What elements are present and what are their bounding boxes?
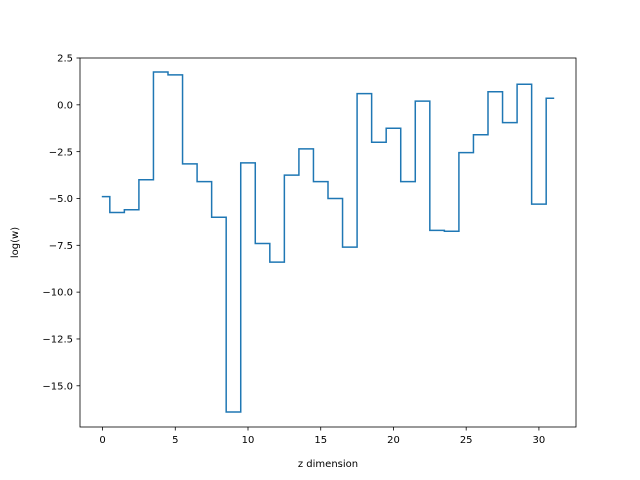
y-tick-label: −2.5 — [49, 147, 73, 158]
x-tick-label: 5 — [172, 435, 178, 446]
series-line-0 — [101, 71, 555, 413]
y-tick-label: −12.5 — [42, 335, 73, 346]
y-tick-label: −15.0 — [42, 381, 73, 392]
plot-area — [101, 71, 555, 413]
x-tick-label: 10 — [242, 435, 255, 446]
y-tick-label: 2.5 — [57, 54, 73, 65]
y-tick-label: −5.0 — [49, 194, 73, 205]
y-tick-label: −10.0 — [42, 288, 73, 299]
axes-frame — [79, 57, 577, 428]
x-axis-label: z dimension — [298, 459, 358, 470]
x-tick-label: 20 — [387, 435, 400, 446]
x-tick-label: 15 — [314, 435, 327, 446]
x-tick-label: 30 — [533, 435, 546, 446]
y-axis-ticks: 2.5 0.0 −2.5 −5.0 −7.5 −10.0 −12.5 −15.0 — [42, 54, 80, 392]
y-tick-label: 0.0 — [57, 100, 73, 111]
x-tick-label: 0 — [99, 435, 105, 446]
x-axis-ticks: 0 5 10 15 20 25 30 — [99, 427, 545, 446]
x-tick-label: 25 — [460, 435, 473, 446]
y-axis-label: log(w) — [10, 227, 21, 258]
y-tick-label: −7.5 — [49, 241, 73, 252]
